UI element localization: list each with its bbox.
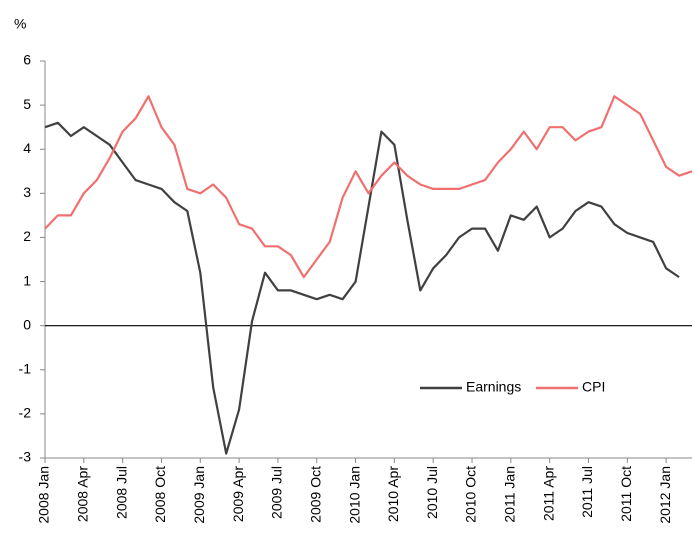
y-tick-label: 1 [23, 272, 31, 288]
x-tick-label: 2011 Jan [502, 466, 518, 523]
y-tick-label: -2 [19, 405, 32, 421]
series-line [44, 95, 693, 279]
y-tick-label: 6 [23, 52, 31, 68]
series-line [44, 121, 680, 455]
x-tick-label: 2011 Apr [540, 466, 556, 521]
x-tick-label: 2012 Jan [657, 466, 673, 524]
y-tick-label: 4 [23, 140, 31, 156]
x-tick-label: 2010 Oct [463, 466, 479, 523]
x-tick-label: 2011 Jul [579, 466, 595, 518]
x-tick-label: 2009 Jan [191, 466, 207, 524]
x-tick-label: 2008 Oct [152, 466, 168, 523]
x-tick-label: 2009 Jul [269, 466, 285, 519]
y-tick-label: 0 [23, 316, 31, 332]
x-tick-label: 2009 Apr [230, 466, 246, 522]
y-tick-label: 2 [23, 228, 31, 244]
x-tick-label: 2010 Jul [424, 466, 440, 519]
x-tick-label: 2011 Oct [618, 466, 634, 522]
y-tick-label: 5 [23, 96, 31, 112]
legend-label: Earnings [466, 379, 521, 395]
y-axis-label: % [14, 16, 26, 32]
y-tick-label: -1 [19, 360, 32, 376]
x-tick-label: 2008 Jan [36, 466, 52, 524]
x-tick-label: 2008 Apr [75, 466, 91, 522]
x-tick-label: 2009 Oct [307, 466, 323, 523]
legend-label: CPI [582, 379, 605, 395]
y-tick-label: 3 [23, 184, 31, 200]
y-tick-label: -3 [19, 449, 32, 465]
x-tick-label: 2010 Apr [385, 466, 401, 522]
x-tick-label: 2008 Jul [113, 466, 129, 519]
x-tick-label: 2010 Jan [346, 466, 362, 524]
